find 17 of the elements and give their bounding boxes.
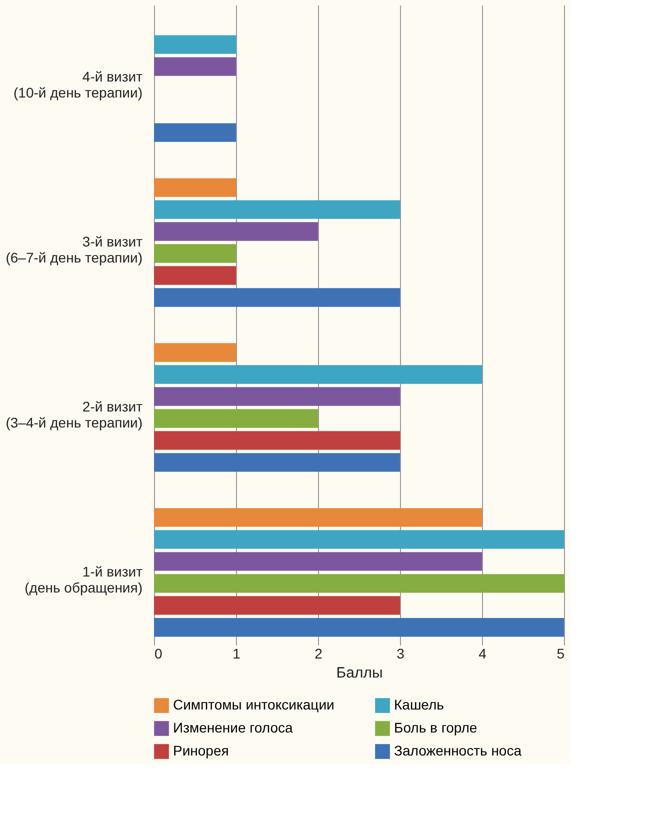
- legend-label: Симптомы интоксикации: [173, 696, 334, 713]
- x-axis-title: Баллы: [336, 664, 383, 682]
- x-tick-label: 4: [478, 646, 487, 662]
- legend-label: Боль в горле: [394, 720, 478, 736]
- x-tick-label: 3: [396, 646, 405, 662]
- x-tick-label: 5: [556, 646, 565, 662]
- legend-label: Изменение голоса: [173, 720, 294, 736]
- legend-label: Кашель: [394, 696, 444, 713]
- legend-label: Заложенность носа: [394, 742, 522, 758]
- y-tick-label: 3-й визит (6–7-й день терапии): [6, 234, 144, 266]
- y-tick-label: 2-й визит (3–4-й день терапии): [6, 398, 144, 430]
- x-tick-label: 0: [154, 646, 162, 662]
- x-tick-label: 1: [232, 646, 241, 662]
- x-tick-label: 2: [314, 646, 323, 662]
- y-tick-label: 1-й визит (день обращения): [24, 563, 144, 596]
- y-tick-label: 4-й визит (10-й день терапии): [14, 68, 144, 101]
- legend-label: Ринорея: [173, 742, 229, 758]
